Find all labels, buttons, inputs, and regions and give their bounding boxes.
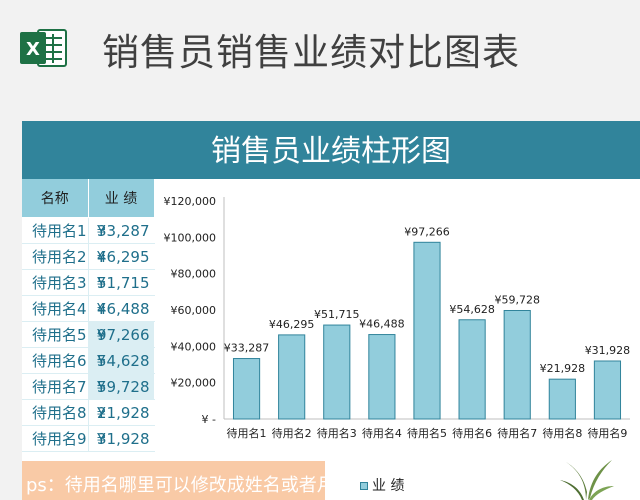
table-cell-name: 待用名2 (22, 243, 89, 270)
currency-symbol: ¥ (96, 377, 107, 396)
value-number: 97,266 (97, 325, 150, 344)
data-label: ¥46,295 (269, 318, 315, 331)
bar (593, 360, 622, 420)
x-tick-label: 待用名7 (497, 426, 537, 440)
table-cell-value: ¥33,287 (88, 217, 155, 244)
x-tick-label: 待用名3 (317, 426, 357, 440)
data-label: ¥51,715 (314, 308, 360, 321)
x-tick-label: 待用名8 (542, 426, 582, 440)
table-cell-value: ¥31,928 (88, 425, 155, 452)
page-title: 销售员销售业绩对比图表 (102, 31, 520, 74)
table-row: 待用名6 ¥54,628 (22, 347, 155, 374)
currency-symbol: ¥ (96, 403, 107, 422)
y-tick-label: ¥120,000 (164, 195, 217, 208)
data-label: ¥54,628 (449, 303, 495, 316)
note-text: ps：待用名哪里可以修改成姓名或者月份或 (26, 475, 325, 496)
currency-symbol: ¥ (96, 325, 107, 344)
bar (458, 319, 486, 420)
data-label: ¥31,928 (585, 344, 631, 357)
bar (503, 309, 531, 420)
table-row: 待用名2 ¥46,295 (22, 243, 155, 270)
x-tick-label: 待用名6 (452, 426, 492, 440)
bar (368, 334, 396, 420)
table-cell-value: ¥21,928 (88, 399, 155, 426)
table-cell-name: 待用名1 (22, 217, 89, 244)
currency-symbol: ¥ (96, 429, 107, 448)
value-number: 21,928 (97, 403, 150, 422)
table-row: 待用名1 ¥33,287 (22, 217, 155, 244)
currency-symbol: ¥ (96, 273, 107, 292)
plant-decoration (560, 460, 614, 500)
legend-swatch (360, 482, 368, 490)
chart-legend: 业 绩 (360, 475, 404, 495)
value-number: 54,628 (97, 351, 150, 370)
table-cell-name: 待用名4 (22, 295, 89, 322)
table-row: 待用名8 ¥21,928 (22, 399, 155, 426)
value-number: 51,715 (97, 273, 150, 292)
y-tick-label: ¥40,000 (171, 340, 217, 353)
note-banner: ps：待用名哪里可以修改成姓名或者月份或 (22, 461, 325, 500)
value-number: 59,728 (97, 377, 150, 396)
table-row: 待用名7 ¥59,728 (22, 373, 155, 400)
y-tick-label: ¥60,000 (171, 304, 217, 317)
value-number: 46,488 (97, 299, 150, 318)
data-label: ¥33,287 (224, 342, 269, 355)
y-tick-label: ¥80,000 (171, 268, 217, 281)
x-tick-label: 待用名9 (587, 426, 627, 440)
table-cell-name: 待用名7 (22, 373, 89, 400)
data-label: ¥59,728 (494, 293, 540, 306)
data-label: ¥97,266 (404, 225, 450, 238)
data-label: ¥21,928 (540, 362, 586, 375)
y-tick-label: ¥100,000 (164, 231, 217, 244)
value-number: 33,287 (97, 221, 150, 240)
column-header-value: 业 绩 (88, 179, 155, 218)
table-cell-name: 待用名5 (22, 321, 89, 348)
table-cell-value: ¥59,728 (88, 373, 155, 400)
value-number: 46,295 (97, 247, 150, 266)
top-bar: X 销售员销售业绩对比图表 (0, 0, 640, 100)
x-tick-label: 待用名5 (407, 426, 447, 440)
table-cell-name: 待用名9 (22, 425, 89, 452)
currency-symbol: ¥ (96, 299, 107, 318)
table-row: 待用名3 ¥51,715 (22, 269, 155, 296)
table-cell-value: ¥46,488 (88, 295, 155, 322)
table-cell-value: ¥97,266 (88, 321, 155, 348)
currency-symbol: ¥ (96, 221, 107, 240)
table-cell-value: ¥51,715 (88, 269, 155, 296)
x-tick-label: 待用名4 (362, 426, 402, 440)
table-row: 待用名4 ¥46,488 (22, 295, 155, 322)
data-table: 名称 业 绩 待用名1 ¥33,287 待用名2 ¥46,295 待用名3 ¥51,715… (22, 179, 155, 452)
bar (413, 241, 441, 420)
x-tick-label: 待用名1 (227, 426, 267, 440)
table-row: 待用名9 ¥31,928 (22, 425, 155, 452)
bar (278, 334, 306, 420)
data-label: ¥46,488 (359, 318, 405, 331)
y-tick-label: ¥ - (202, 413, 216, 426)
value-number: 31,928 (97, 429, 150, 448)
bar (232, 358, 261, 420)
table-cell-name: 待用名6 (22, 347, 89, 374)
column-header-name: 名称 (22, 179, 89, 218)
bar (548, 378, 576, 420)
chart-title: 销售员业绩柱形图 (211, 134, 451, 169)
table-row: 待用名5 ¥97,266 (22, 321, 155, 348)
table-cell-value: ¥54,628 (88, 347, 155, 374)
y-tick-label: ¥20,000 (171, 377, 217, 390)
chart-header: 销售员业绩柱形图 (22, 121, 640, 179)
chart-card: 销售员业绩柱形图 名称 业 绩 待用名1 ¥33,287 待用名2 ¥46,295 待用… (22, 121, 640, 500)
table-cell-name: 待用名3 (22, 269, 89, 296)
currency-symbol: ¥ (96, 247, 107, 266)
table-header-row: 名称 业 绩 (22, 179, 155, 218)
legend-label: 业 绩 (372, 478, 405, 494)
bar (323, 324, 351, 420)
bar-chart: ¥ - ¥20,000 ¥40,000 ¥60,000 ¥80,000 ¥100,000 ¥… (164, 195, 631, 440)
currency-symbol: ¥ (96, 351, 107, 370)
svg-text:X: X (26, 39, 40, 60)
excel-icon: X (20, 29, 67, 67)
x-tick-label: 待用名2 (272, 426, 312, 440)
table-cell-value: ¥46,295 (88, 243, 155, 270)
table-cell-name: 待用名8 (22, 399, 89, 426)
